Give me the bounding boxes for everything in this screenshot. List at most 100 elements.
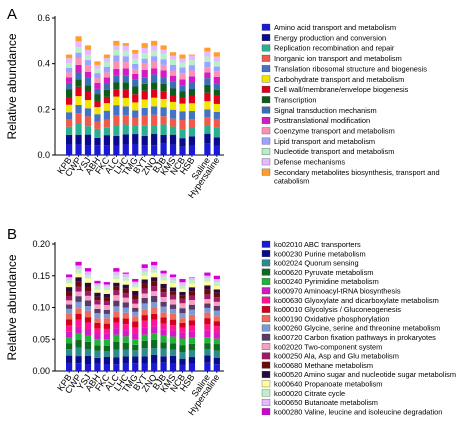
bar-segment [132,73,139,80]
bar-segment [160,273,167,277]
bar-segment [188,95,196,104]
bar-segment [84,126,92,135]
bar-segment [122,89,129,98]
bar-segment [204,294,211,300]
bar-segment [84,349,92,356]
bar-segment [94,94,101,101]
bar-segment [66,77,73,83]
bar-segment [160,116,167,125]
bar-segment [113,105,120,116]
bar-segment [132,316,139,322]
bar-segment [103,89,110,97]
bar-segment [169,336,177,344]
bar-segment [122,144,129,155]
bar-segment [66,343,73,350]
bar-segment [151,145,158,155]
bar-segment [94,73,101,79]
bar-segment [204,337,211,344]
legend-swatch [261,85,271,93]
legend-swatch [261,371,271,378]
bar-segment [188,291,196,296]
bar-segment [122,106,129,116]
bar-segment [94,313,101,319]
bar-segment [113,125,120,136]
bar-segment [213,282,220,286]
bar-segment [213,289,220,293]
bar-segment [160,323,167,330]
bar-segment [122,280,129,285]
bar-segment [66,112,73,120]
bar-segment [204,109,211,118]
bar-segment [188,279,196,284]
legend-swatch [261,352,271,360]
bar-segment [75,286,82,292]
bar-segment [160,45,167,50]
bar-segment [132,117,139,126]
legend-swatch [261,158,271,166]
bar-segment [141,303,148,310]
bar-segment [113,61,120,69]
bar-segment [122,115,129,125]
bar-segment [84,100,92,109]
bar-segment [141,135,148,146]
bar-segment [213,358,220,365]
bar-segment [84,317,92,323]
bar-segment [160,98,167,108]
bar-segment [213,326,220,333]
bar-segment [103,145,110,155]
bar-segment [122,297,129,303]
bar-segment [66,274,73,278]
bar-segment [132,79,139,87]
bar-segment [151,272,158,278]
bar-segment [188,300,196,305]
bar-segment [103,96,110,104]
bar-segment [122,284,129,289]
bar-segment [122,324,129,331]
bar-segment [179,338,186,346]
bar-segment [132,53,139,59]
bar-segment [66,313,73,320]
bar-segment [122,356,129,364]
bar-segment [151,319,158,327]
bar-segment [84,271,92,276]
bar-segment [132,333,139,340]
bar-segment [94,78,101,83]
bar-segment [151,89,158,98]
y-tick-label: 0.15 [32,271,50,281]
bar-segment [122,45,129,51]
legend-swatch [261,380,271,388]
bar-segment [113,115,120,126]
bar-segment [84,85,92,92]
bar-segment [169,304,177,309]
bar-segment [213,305,220,311]
panel-label: B [7,226,17,243]
bar-segment [151,114,158,126]
bar-segment [141,107,148,116]
bar-segment [141,271,148,276]
bar-segment [132,284,139,288]
bar-segment [94,322,101,329]
bar-segment [84,45,92,50]
bar-segment [113,49,120,56]
bar-segment [160,124,167,135]
bar-segment [151,74,158,83]
bar-segment [66,119,73,127]
bar-segment [179,285,186,289]
bar-segment [141,125,148,136]
legend-swatch [261,305,271,313]
legend-label: Cell wall/membrane/envelope biogenesis [274,85,409,94]
y-tick-label: 0.00 [32,366,50,376]
legend-swatch [261,54,271,62]
bar-segment [94,114,101,122]
y-tick-label: 0.2 [37,104,50,114]
bar-segment [66,337,73,344]
legend-label: Coenzyme transport and metabolism [274,127,395,136]
bar-segment [169,299,177,305]
bar-segment [122,272,129,274]
legend-swatch [261,398,271,406]
bar-segment [188,337,196,344]
legend-label: Nucleotide transport and metabolism [274,147,394,156]
bar-segment [141,53,148,59]
bar-segment [179,73,186,80]
